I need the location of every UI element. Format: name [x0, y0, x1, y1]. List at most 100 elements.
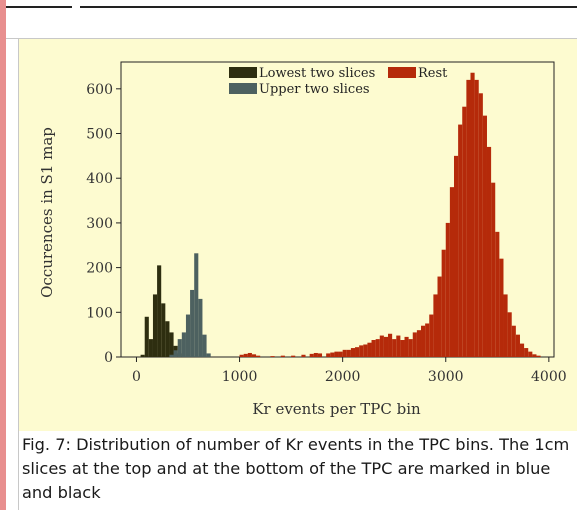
bar-lowest-two-slices: [144, 316, 149, 357]
bar-rest: [350, 348, 356, 357]
bar-rest: [486, 146, 492, 357]
bar-rest: [404, 336, 409, 357]
bar-rest: [491, 182, 496, 357]
bar-rest: [532, 354, 537, 357]
y-tick-label: 100: [86, 305, 113, 321]
bar-rest: [433, 294, 438, 357]
bar-rest: [466, 79, 471, 357]
bar-rest: [524, 348, 529, 357]
top-rule-right: [80, 6, 577, 8]
bar-rest: [367, 342, 372, 357]
bar-rest: [462, 106, 467, 358]
bar-rest: [396, 335, 401, 357]
bar-rest: [363, 344, 368, 357]
bar-rest: [270, 356, 275, 357]
bar-upper-two-slices: [190, 289, 195, 357]
bar-upper-two-slices: [177, 339, 182, 357]
x-tick-label: 2000: [325, 369, 361, 385]
bar-rest: [519, 343, 525, 357]
bar-lowest-two-slices: [169, 332, 174, 357]
bar-upper-two-slices: [181, 332, 186, 357]
bar-lowest-two-slices: [161, 303, 166, 357]
x-tick-label: 4000: [531, 369, 567, 385]
bar-rest: [301, 354, 306, 357]
bar-upper-two-slices: [185, 314, 191, 357]
legend-swatch: [229, 67, 257, 78]
y-tick-label: 600: [86, 82, 113, 98]
bar-rest: [342, 349, 347, 357]
bar-rest: [355, 347, 360, 357]
y-tick-label: 300: [86, 216, 113, 232]
bar-rest: [408, 339, 413, 357]
bar-rest: [247, 352, 252, 357]
bar-rest: [388, 333, 393, 357]
bar-rest: [429, 314, 434, 357]
bar-rest: [243, 353, 248, 357]
bar-lowest-two-slices: [157, 265, 162, 357]
bar-rest: [330, 352, 335, 357]
legend-label: Upper two slices: [259, 82, 370, 97]
y-tick-label: 400: [86, 171, 113, 187]
bar-rest: [400, 340, 405, 357]
bar-rest: [474, 79, 479, 357]
bar-rest: [478, 93, 483, 358]
bar-rest: [334, 351, 339, 357]
bar-rest: [503, 294, 508, 357]
plot-layer: 0 1000 2000 3000 4000 0 100 200 300 400 500 600 Kr e…: [38, 61, 567, 418]
bar-upper-two-slices: [194, 253, 199, 357]
bar-rest: [482, 115, 487, 358]
bar-rest: [309, 353, 314, 357]
bar-lowest-two-slices: [148, 339, 153, 357]
bar-rest: [511, 325, 516, 357]
bar-rest: [445, 222, 450, 357]
bar-rest: [280, 355, 285, 357]
bar-rest: [453, 155, 459, 357]
x-tick-label: 1000: [222, 369, 258, 385]
bar-rest: [425, 323, 430, 357]
bar-upper-two-slices: [206, 353, 211, 357]
bar-rest: [359, 345, 364, 357]
bar-rest: [313, 352, 318, 357]
bar-rest: [371, 340, 376, 357]
top-rule-left: [0, 6, 72, 8]
y-tick-label: 500: [86, 127, 113, 143]
left-border: [0, 0, 6, 510]
y-tick-label: 0: [104, 350, 113, 366]
legend-label: Lowest two slices: [259, 66, 375, 81]
bar-rest: [449, 187, 454, 357]
bar-rest: [416, 330, 422, 357]
x-tick-label: 3000: [428, 369, 464, 385]
bar-rest: [437, 276, 442, 357]
bar-rest: [392, 339, 397, 357]
bar-rest: [495, 231, 500, 357]
legend-swatch: [388, 67, 416, 78]
figure-caption: Fig. 7: Distribution of number of Kr eve…: [22, 435, 570, 502]
x-tick-label: 0: [132, 369, 141, 385]
bar-rest: [375, 339, 380, 357]
bar-rest: [383, 336, 389, 357]
bar-lowest-two-slices: [140, 354, 145, 357]
y-tick-label: 200: [86, 261, 113, 277]
bar-rest: [251, 354, 257, 357]
bar-rest: [515, 334, 520, 357]
bar-rest: [346, 349, 351, 357]
panel-left-line: [18, 38, 19, 510]
bar-rest: [499, 258, 504, 357]
bar-rest: [291, 355, 296, 357]
bar-rest: [256, 355, 261, 357]
bar-rest: [239, 354, 244, 357]
bar-rest: [507, 312, 512, 357]
bar-rest: [379, 335, 384, 357]
bar-rest: [470, 72, 475, 358]
bar-rest: [338, 351, 343, 357]
legend-label: Rest: [418, 66, 448, 81]
bar-upper-two-slices: [169, 354, 174, 357]
bar-rest: [317, 353, 323, 357]
bar-lowest-two-slices: [152, 294, 158, 357]
bar-rest: [421, 325, 426, 357]
bar-rest: [326, 353, 331, 357]
bar-rest: [441, 249, 446, 357]
x-axis-title: Kr events per TPC bin: [252, 400, 421, 418]
bar-lowest-two-slices: [165, 321, 170, 357]
bar-upper-two-slices: [202, 334, 207, 357]
